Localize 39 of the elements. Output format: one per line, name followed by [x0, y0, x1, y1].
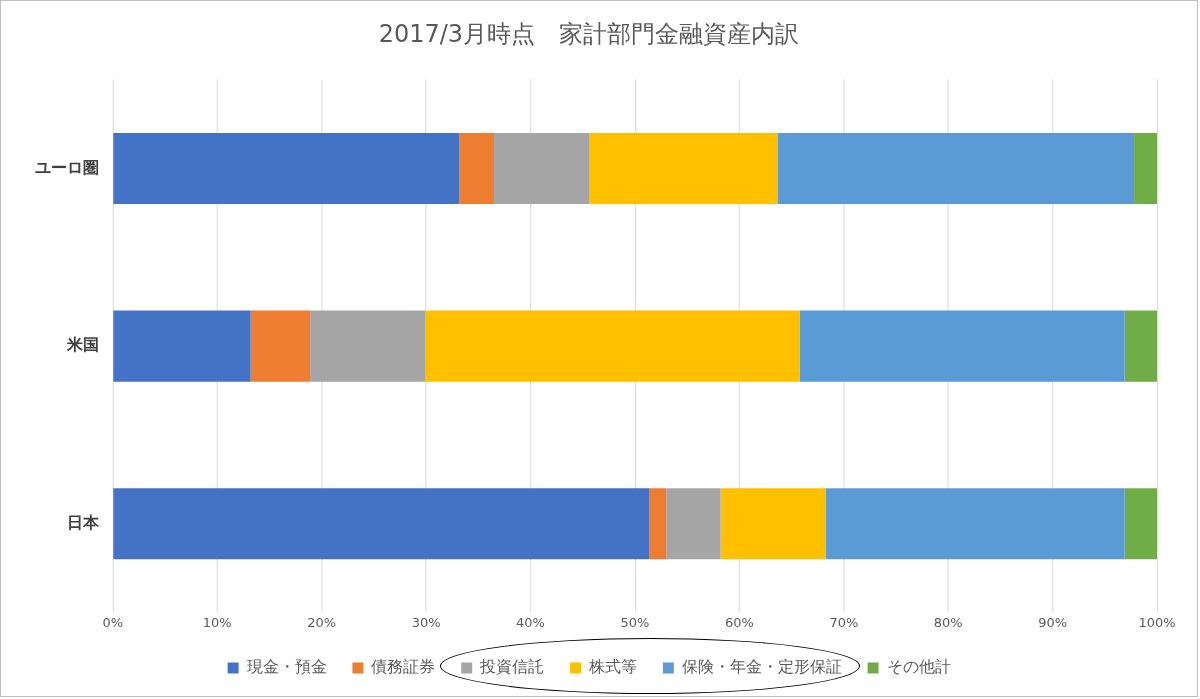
- legend-label: 株式等: [588, 657, 638, 677]
- x-tick-label: 0%: [102, 614, 124, 630]
- x-tick-label: 70%: [829, 614, 859, 630]
- bar: [493, 132, 589, 204]
- legend-label: 保険・年金・定形保証: [681, 657, 842, 677]
- x-tick-label: 40%: [516, 614, 545, 630]
- bar: [826, 488, 1125, 560]
- x-tick-label: 20%: [307, 614, 337, 630]
- x-tick-label: 90%: [1038, 614, 1068, 630]
- x-tick-label: 80%: [933, 614, 963, 630]
- bar: [250, 310, 311, 382]
- bar: [1124, 488, 1158, 560]
- bar: [649, 488, 667, 560]
- y-tick-label: ユーロ圏: [34, 157, 99, 177]
- x-tick-label: 10%: [202, 614, 232, 630]
- x-tick-label: 100%: [1138, 614, 1176, 630]
- chart-title: 2017/3月時点 家計部門金融資産内訳: [378, 19, 800, 48]
- legend-label: その他計: [886, 657, 951, 677]
- legend-label: 投資信託: [479, 657, 545, 677]
- y-tick-label: 米国: [65, 335, 99, 355]
- legend-label: 現金・預金: [246, 657, 327, 677]
- bar: [113, 488, 650, 560]
- bar: [113, 310, 251, 382]
- bar: [459, 132, 494, 204]
- bar: [113, 132, 460, 204]
- x-tick-label: 30%: [411, 614, 441, 630]
- bar: [720, 488, 827, 560]
- bar: [588, 132, 778, 204]
- bar: [310, 310, 426, 382]
- bar: [1134, 132, 1158, 204]
- x-tick-label: 50%: [620, 614, 650, 630]
- y-tick-label: 日本: [66, 512, 100, 532]
- legend-label: 債務証券: [371, 657, 436, 677]
- x-tick-label: 60%: [724, 614, 754, 630]
- bar: [799, 310, 1125, 382]
- bar: [425, 310, 800, 382]
- bar: [666, 488, 721, 560]
- bar: [778, 132, 1135, 204]
- bar: [1124, 310, 1158, 382]
